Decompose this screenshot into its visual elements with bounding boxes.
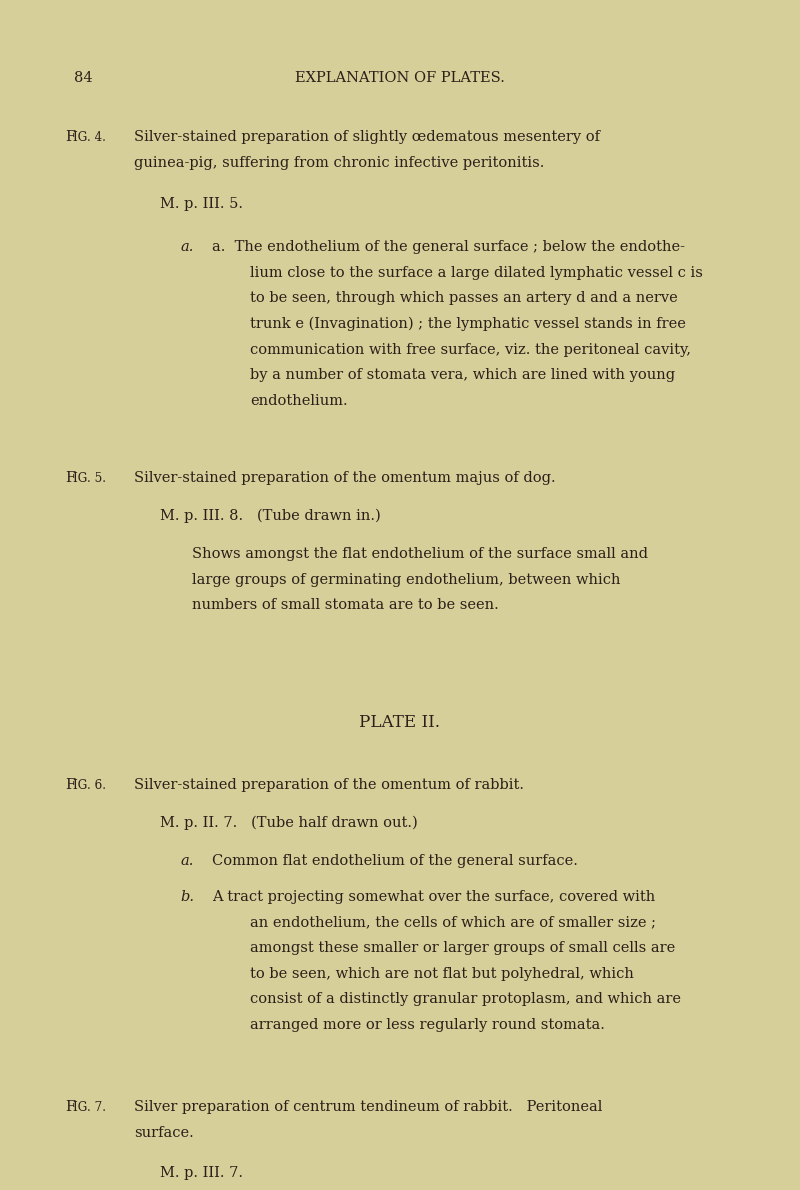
Text: amongst these smaller or larger groups of small cells are: amongst these smaller or larger groups o… <box>250 941 676 956</box>
Text: IG. 5.: IG. 5. <box>74 471 106 484</box>
Text: PLATE II.: PLATE II. <box>359 714 441 731</box>
Text: arranged more or less regularly round stomata.: arranged more or less regularly round st… <box>250 1017 606 1032</box>
Text: communication with free surface, viz. the peritoneal cavity,: communication with free surface, viz. th… <box>250 343 691 357</box>
Text: numbers of small stomata are to be seen.: numbers of small stomata are to be seen. <box>192 599 498 613</box>
Text: IG. 6.: IG. 6. <box>74 778 106 791</box>
Text: M. p. II. 7.   (Tube half drawn out.): M. p. II. 7. (Tube half drawn out.) <box>160 816 418 831</box>
Text: Silver-stained preparation of the omentum of rabbit.: Silver-stained preparation of the omentu… <box>134 777 525 791</box>
Text: F: F <box>66 777 76 791</box>
Text: Silver preparation of centrum tendineum of rabbit.   Peritoneal: Silver preparation of centrum tendineum … <box>134 1100 602 1114</box>
Text: endothelium.: endothelium. <box>250 394 348 408</box>
Text: Silver-stained preparation of slightly œdematous mesentery of: Silver-stained preparation of slightly œ… <box>134 130 600 144</box>
Text: M. p. III. 8.   (Tube drawn in.): M. p. III. 8. (Tube drawn in.) <box>160 509 381 524</box>
Text: M. p. III. 7.: M. p. III. 7. <box>160 1166 243 1180</box>
Text: EXPLANATION OF PLATES.: EXPLANATION OF PLATES. <box>295 71 505 86</box>
Text: F: F <box>66 470 76 484</box>
Text: lium close to the surface a large dilated lymphatic vessel c is: lium close to the surface a large dilate… <box>250 265 703 280</box>
Text: b.: b. <box>181 890 195 904</box>
Text: guinea-pig, suffering from chronic infective peritonitis.: guinea-pig, suffering from chronic infec… <box>134 156 545 170</box>
Text: a.: a. <box>181 240 194 255</box>
Text: A tract projecting somewhat over the surface, covered with: A tract projecting somewhat over the sur… <box>212 890 655 904</box>
Text: 84: 84 <box>74 71 93 86</box>
Text: to be seen, which are not flat but polyhedral, which: to be seen, which are not flat but polyh… <box>250 966 634 981</box>
Text: trunk e (Invagination) ; the lymphatic vessel stands in free: trunk e (Invagination) ; the lymphatic v… <box>250 317 686 331</box>
Text: by a number of stomata vera, which are lined with young: by a number of stomata vera, which are l… <box>250 368 675 382</box>
Text: an endothelium, the cells of which are of smaller size ;: an endothelium, the cells of which are o… <box>250 915 656 929</box>
Text: consist of a distinctly granular protoplasm, and which are: consist of a distinctly granular protopl… <box>250 992 682 1007</box>
Text: large groups of germinating endothelium, between which: large groups of germinating endothelium,… <box>192 572 621 587</box>
Text: IG. 7.: IG. 7. <box>74 1101 106 1114</box>
Text: Common flat endothelium of the general surface.: Common flat endothelium of the general s… <box>212 854 578 869</box>
Text: F: F <box>66 1100 76 1114</box>
Text: Silver-stained preparation of the omentum majus of dog.: Silver-stained preparation of the omentu… <box>134 470 556 484</box>
Text: Shows amongst the flat endothelium of the surface small and: Shows amongst the flat endothelium of th… <box>192 547 648 562</box>
Text: a.: a. <box>181 854 194 869</box>
Text: a.  The endothelium of the general surface ; below the endothe-: a. The endothelium of the general surfac… <box>212 240 685 255</box>
Text: to be seen, through which passes an artery d and a nerve: to be seen, through which passes an arte… <box>250 292 678 306</box>
Text: M. p. III. 5.: M. p. III. 5. <box>160 196 243 211</box>
Text: IG. 4.: IG. 4. <box>74 131 106 144</box>
Text: surface.: surface. <box>134 1126 194 1140</box>
Text: F: F <box>66 130 76 144</box>
